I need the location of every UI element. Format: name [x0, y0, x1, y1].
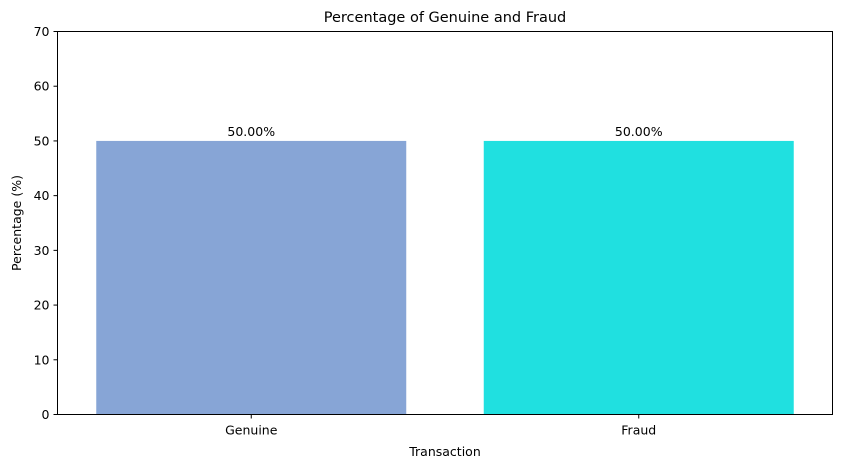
- plot-area-frame: [57, 31, 833, 415]
- bars-layer: [96, 140, 794, 415]
- y-axis-label: Percentage (%): [9, 175, 24, 271]
- y-tick-label: 0: [42, 407, 50, 422]
- labels-layer: 50.00% 50.00%: [227, 124, 662, 139]
- y-tick-label: 10: [34, 352, 50, 367]
- y-tick-label: 30: [34, 243, 50, 258]
- x-tick-label: Genuine: [225, 423, 278, 438]
- ticks-layer: Genuine Fraud 0 10 20 30 40 50 60 70: [34, 24, 657, 438]
- y-tick-label: 60: [34, 79, 50, 94]
- y-tick-label: 50: [34, 133, 50, 148]
- chart-title: Percentage of Genuine and Fraud: [324, 10, 566, 26]
- bar-fraud: [483, 140, 794, 415]
- data-label-fraud: 50.00%: [615, 124, 663, 139]
- data-label-genuine: 50.00%: [227, 124, 275, 139]
- y-tick-label: 70: [34, 24, 50, 39]
- x-axis-label: Transaction: [408, 444, 481, 459]
- y-tick-label: 40: [34, 188, 50, 203]
- x-tick-label: Fraud: [621, 423, 656, 438]
- y-tick-label: 20: [34, 298, 50, 313]
- bar-genuine: [96, 140, 407, 415]
